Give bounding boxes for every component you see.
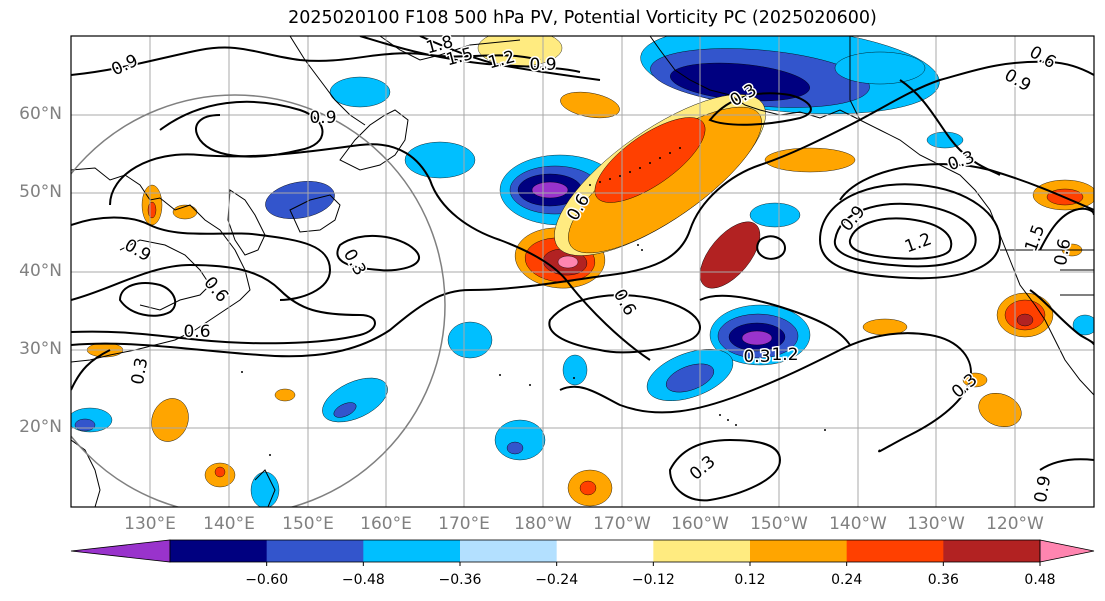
colorbar-tick-label: 0.12 xyxy=(734,572,766,588)
latitude-label: 20°N xyxy=(19,417,62,437)
colorbar-segment xyxy=(460,540,558,562)
colorbar-extend-max xyxy=(1039,539,1095,563)
pv-anomaly-patch xyxy=(447,321,493,359)
pv-anomaly-patch xyxy=(562,354,588,386)
contour-label: 0.6 xyxy=(183,322,210,342)
colorbar-segment xyxy=(170,540,268,562)
longitude-label: 130°E xyxy=(124,514,176,534)
latitude-label: 30°N xyxy=(19,339,62,359)
pv-anomaly-patch xyxy=(560,91,620,119)
pv-anomaly-patch xyxy=(1016,313,1034,327)
colorbar-segment xyxy=(556,540,654,562)
longitude-label: 150°E xyxy=(282,514,334,534)
latitude-label: 50°N xyxy=(19,182,62,202)
pv-anomaly-patch xyxy=(329,76,391,108)
longitude-label: 180°W xyxy=(514,514,572,534)
highlight-circle xyxy=(71,94,446,507)
pv-anomaly-patch xyxy=(741,330,773,346)
longitude-label: 160°W xyxy=(671,514,729,534)
pv-anomaly-patch xyxy=(1072,314,1094,336)
contour-label: 0.3 xyxy=(128,356,152,386)
contour-label: 0.9 xyxy=(529,55,556,75)
contour-label: 0.3 xyxy=(743,347,770,367)
colorbar-frame xyxy=(169,539,1041,563)
pv-anomaly-patch xyxy=(494,419,546,461)
colorbar-segment xyxy=(363,540,461,562)
colorbar-segment xyxy=(653,540,751,562)
colorbar-tick-label: −0.36 xyxy=(438,572,482,588)
pv-anomaly-patch xyxy=(274,388,296,402)
pv-anomaly-patch xyxy=(151,398,189,442)
longitude-label: 140°W xyxy=(829,514,887,534)
map-frame xyxy=(70,35,1095,508)
pv-anomaly-patch xyxy=(926,131,964,149)
colorbar-tick-label: 0.60 xyxy=(1102,572,1105,588)
colorbar-segment xyxy=(266,540,364,562)
colorbar-segment xyxy=(846,540,944,562)
longitude-label: 150°W xyxy=(750,514,808,534)
colorbar-tick-label: −0.12 xyxy=(631,572,675,588)
pv-anomaly-patch xyxy=(665,363,715,393)
pv-anomaly-patch xyxy=(333,402,357,418)
pv-shading-layer xyxy=(71,36,1094,507)
longitude-label: 120°W xyxy=(986,514,1044,534)
pv-anomaly-patch xyxy=(531,181,569,199)
pv-contour-layer xyxy=(71,36,1094,502)
pv-anomaly-patch xyxy=(214,466,226,478)
pv-anomaly-patch xyxy=(147,201,157,219)
island-chain-layer xyxy=(241,147,826,456)
colorbar-segment xyxy=(750,540,848,562)
longitude-label: 160°E xyxy=(360,514,412,534)
contour-label: 0.9 xyxy=(309,108,336,128)
pv-anomaly-patch xyxy=(978,392,1022,428)
pv-anomaly-patch xyxy=(557,255,579,269)
longitude-label: 170°W xyxy=(593,514,651,534)
map-title: 2025020100 F108 500 hPa PV, Potential Vo… xyxy=(288,8,877,28)
contour-label: 1.2 xyxy=(771,345,798,365)
pv-anomaly-patch xyxy=(506,441,524,455)
latitude-label: 60°N xyxy=(19,104,62,124)
colorbar-tick-label: −0.60 xyxy=(245,572,289,588)
colorbar-segment xyxy=(943,540,1041,562)
colorbar-tick-label: −0.48 xyxy=(341,572,385,588)
colorbar-tick-label: −0.24 xyxy=(535,572,579,588)
pv-anomaly-patch xyxy=(749,202,801,228)
colorbar-tick-label: 0.48 xyxy=(1024,572,1056,588)
colorbar-tick-label: 0.36 xyxy=(927,572,959,588)
pv-anomaly-patch xyxy=(579,480,597,496)
longitude-label: 170°E xyxy=(438,514,490,534)
latitude-label: 40°N xyxy=(19,261,62,281)
pv-anomaly-patch xyxy=(74,418,96,432)
colorbar-extend-min xyxy=(70,539,171,563)
pv-anomaly-patch xyxy=(834,51,926,85)
longitude-label: 130°W xyxy=(907,514,965,534)
colorbar xyxy=(70,539,1095,566)
longitude-label: 140°E xyxy=(203,514,255,534)
pv-anomaly-patch xyxy=(265,181,335,219)
colorbar-tick-label: 0.24 xyxy=(831,572,863,588)
